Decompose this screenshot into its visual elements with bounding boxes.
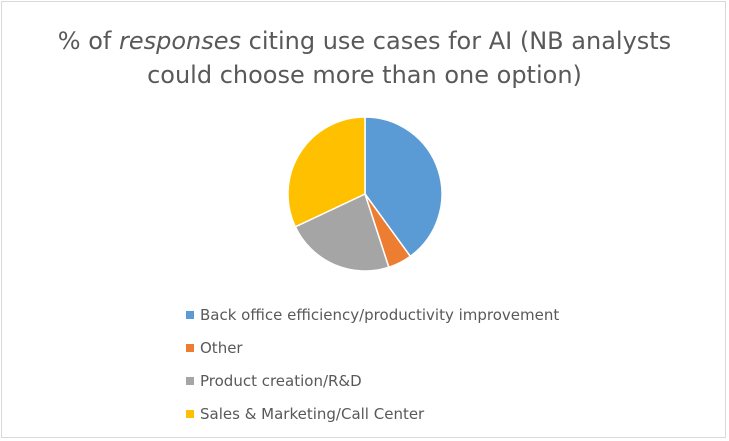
chart-title-line-2: could choose more than one option)	[147, 61, 582, 89]
legend-item-product-creation: Product creation/R&D	[186, 364, 559, 397]
chart-title: % of responses citing use cases for AI (…	[2, 24, 727, 92]
legend-label-back-office: Back office efficiency/productivity impr…	[200, 305, 560, 324]
chart-legend: Back office efficiency/productivity impr…	[186, 298, 559, 430]
legend-label-sales-marketing: Sales & Marketing/Call Center	[200, 404, 425, 423]
chart-title-emphasis: responses	[119, 27, 242, 55]
pie-slices	[287, 116, 443, 272]
slice-back-office	[364, 116, 443, 258]
legend-label-product-creation: Product creation/R&D	[200, 371, 362, 390]
legend-item-back-office: Back office efficiency/productivity impr…	[186, 298, 559, 331]
chart-title-after-emphasis: citing use cases for AI (NB analysts	[241, 27, 672, 55]
chart-title-prefix: % of	[57, 27, 119, 55]
legend-swatch-other	[186, 343, 194, 352]
chart-title-line-1: % of responses citing use cases for AI (…	[2, 24, 727, 58]
slice-product-creation	[294, 192, 390, 272]
slice-sales-marketing	[287, 116, 366, 228]
legend-swatch-back-office	[186, 310, 194, 319]
legend-item-other: Other	[186, 331, 559, 364]
legend-label-other: Other	[200, 338, 243, 357]
legend-swatch-product-creation	[186, 376, 194, 385]
legend-swatch-sales-marketing	[186, 409, 194, 418]
legend-item-sales-marketing: Sales & Marketing/Call Center	[186, 397, 559, 430]
